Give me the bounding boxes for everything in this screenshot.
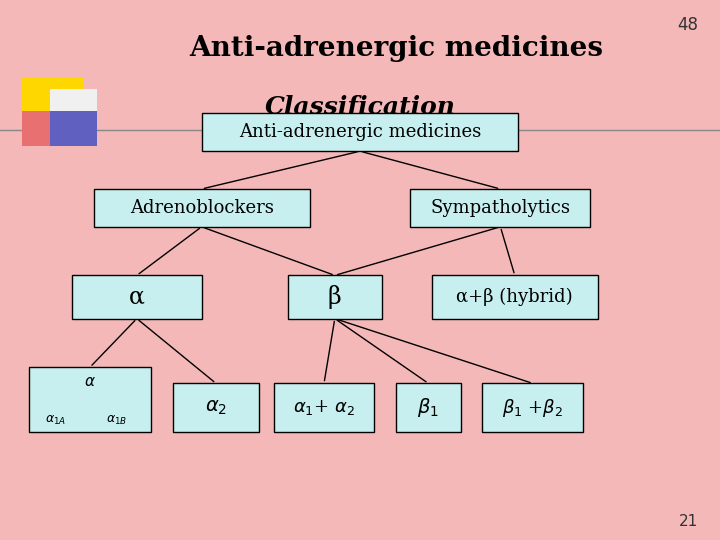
Text: $\beta_1$ +$\beta_2$: $\beta_1$ +$\beta_2$ <box>503 397 563 418</box>
FancyBboxPatch shape <box>202 113 518 151</box>
Text: 21: 21 <box>679 514 698 529</box>
Text: $\beta_1$: $\beta_1$ <box>418 396 439 419</box>
FancyBboxPatch shape <box>410 189 590 227</box>
Text: Classification: Classification <box>264 95 456 119</box>
FancyBboxPatch shape <box>94 189 310 227</box>
FancyBboxPatch shape <box>29 367 151 432</box>
FancyBboxPatch shape <box>274 383 374 432</box>
FancyBboxPatch shape <box>50 89 97 124</box>
FancyBboxPatch shape <box>396 383 461 432</box>
FancyBboxPatch shape <box>22 111 68 146</box>
Text: $\alpha_2$: $\alpha_2$ <box>205 399 227 417</box>
FancyBboxPatch shape <box>22 78 83 124</box>
Text: Adrenoblockers: Adrenoblockers <box>130 199 274 217</box>
Text: β: β <box>328 285 342 309</box>
FancyBboxPatch shape <box>50 111 97 146</box>
FancyBboxPatch shape <box>482 383 583 432</box>
Text: Anti-adrenergic medicines: Anti-adrenergic medicines <box>239 123 481 141</box>
Text: $\alpha_{1B}$: $\alpha_{1B}$ <box>107 414 127 427</box>
Text: α: α <box>129 286 145 308</box>
Text: $\alpha$: $\alpha$ <box>84 374 96 389</box>
FancyBboxPatch shape <box>173 383 259 432</box>
FancyBboxPatch shape <box>72 275 202 319</box>
FancyBboxPatch shape <box>288 275 382 319</box>
FancyBboxPatch shape <box>432 275 598 319</box>
Text: $\alpha_1$+ $\alpha_2$: $\alpha_1$+ $\alpha_2$ <box>293 398 355 417</box>
Text: Anti-adrenergic medicines: Anti-adrenergic medicines <box>189 35 603 62</box>
Text: α+β (hybrid): α+β (hybrid) <box>456 288 573 306</box>
Text: Sympatholytics: Sympatholytics <box>431 199 570 217</box>
Text: $\alpha_{1A}$: $\alpha_{1A}$ <box>45 414 66 427</box>
Text: 48: 48 <box>678 16 698 34</box>
